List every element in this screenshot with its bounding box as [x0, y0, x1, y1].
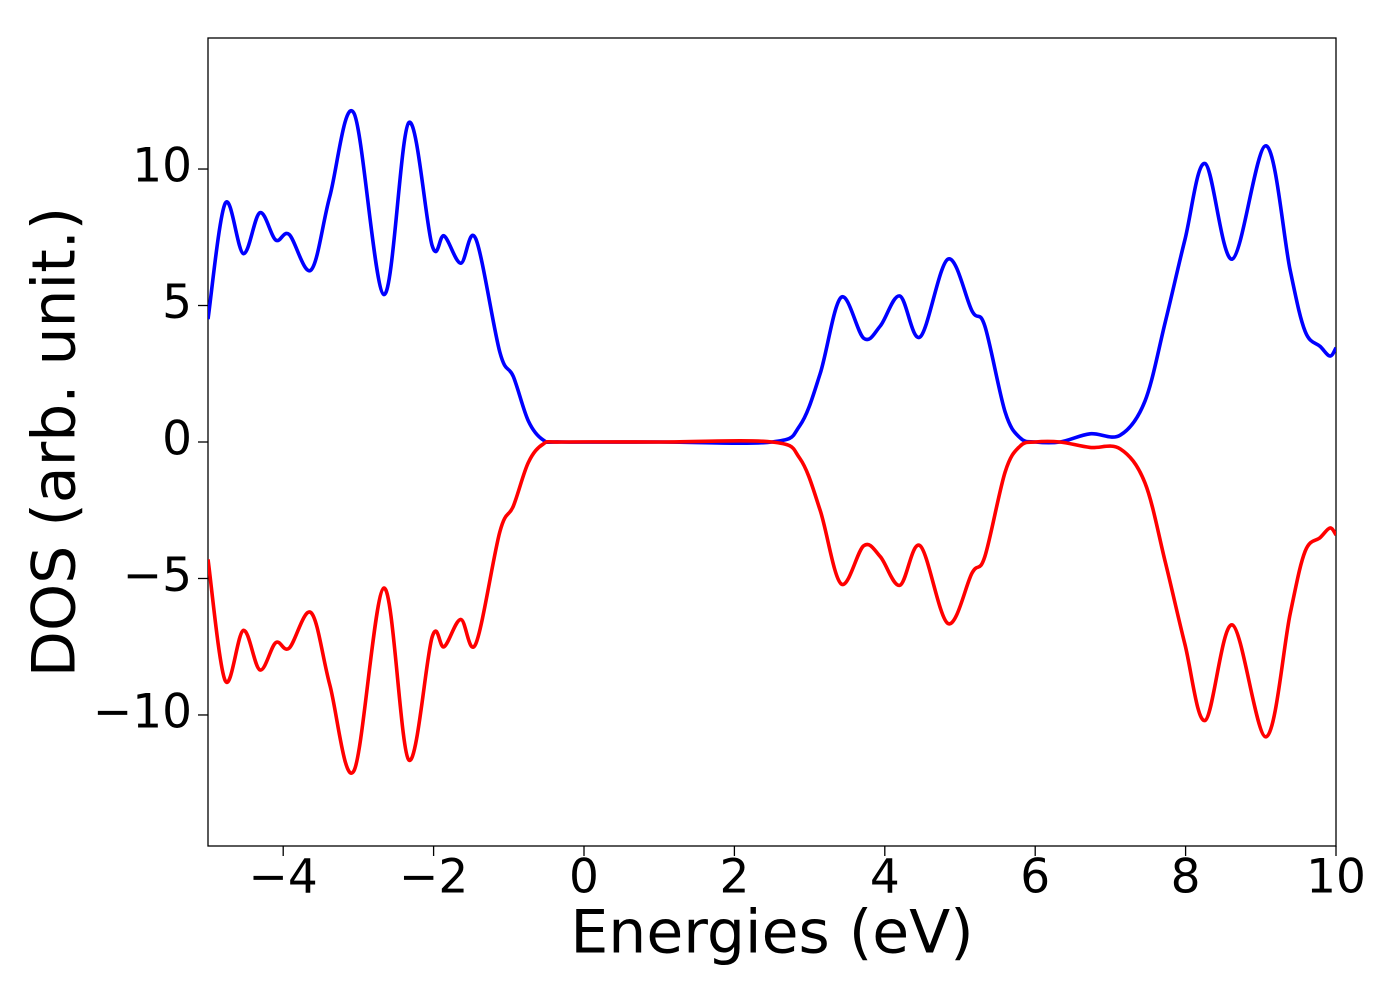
x-tick-label: 6 [1020, 850, 1050, 905]
x-tick-label: 0 [569, 850, 599, 905]
x-axis-label: Energies (eV) [570, 898, 973, 968]
y-tick-label: 10 [132, 139, 192, 194]
x-tick-label: 8 [1171, 850, 1201, 905]
y-tick-label: −5 [123, 548, 192, 603]
y-tick-label: 0 [162, 412, 192, 467]
x-tick-label: 4 [870, 850, 900, 905]
y-tick-label: −10 [93, 684, 192, 739]
y-axis-label: DOS (arb. unit.) [20, 207, 90, 677]
x-tick-label: 2 [719, 850, 749, 905]
series-line [208, 108, 1336, 446]
x-tick-label: −4 [249, 850, 318, 905]
plot-area [208, 108, 1336, 775]
x-tick-label: −2 [399, 850, 468, 905]
y-tick-label: 5 [162, 275, 192, 330]
series-line [208, 438, 1336, 775]
x-tick-label: 10 [1306, 850, 1366, 905]
